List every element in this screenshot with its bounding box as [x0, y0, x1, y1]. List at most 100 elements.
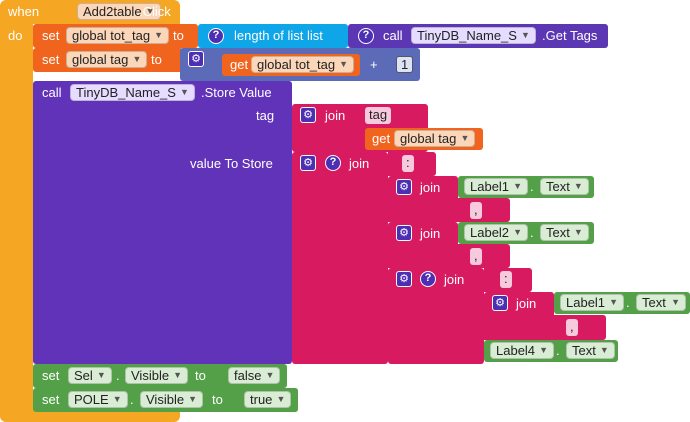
question-icon[interactable]: ? — [358, 28, 374, 44]
text-prop-dropdown[interactable]: Text ▼ — [566, 342, 615, 359]
tinydb-dropdown[interactable]: TinyDB_Name_S ▼ — [70, 84, 195, 101]
comma-literal[interactable]: , — [470, 202, 482, 219]
label2-name: Label2 — [470, 225, 510, 240]
false-dropdown[interactable]: false ▼ — [228, 367, 281, 384]
label1-dropdown[interactable]: Label1 ▼ — [560, 294, 625, 311]
get-var-label: global tot_tag — [257, 57, 336, 72]
number-field[interactable]: 1 — [396, 56, 414, 73]
label4-dropdown[interactable]: Label4 ▼ — [490, 342, 555, 359]
tinydb-label: TinyDB_Name_S — [76, 85, 176, 100]
join-label: join — [420, 226, 441, 241]
global-tag-dropdown[interactable]: global tag ▼ — [394, 130, 476, 147]
dot-label: . — [530, 225, 534, 240]
dropdown-arrow-icon: ▼ — [539, 345, 549, 355]
set-label: set — [42, 368, 60, 383]
join-label: join — [420, 180, 441, 195]
text-prop-dropdown[interactable]: Text ▼ — [636, 294, 686, 311]
tot-tag-var-label: global tot_tag — [72, 28, 151, 43]
tinydb-label: TinyDB_Name_S — [417, 28, 517, 43]
length-of-list-label: length of list list — [234, 28, 323, 43]
join-label2-comma-row — [388, 244, 510, 268]
label1-dropdown[interactable]: Label1 ▼ — [464, 178, 529, 195]
event-component-dropdown[interactable]: Add2table ▼ — [77, 3, 161, 20]
dot-label: . — [130, 392, 134, 407]
tag-var-label: global tag — [72, 52, 129, 67]
store-value-block[interactable] — [33, 81, 292, 364]
tag-text-literal[interactable]: tag — [365, 107, 392, 124]
true-dropdown[interactable]: true ▼ — [244, 391, 292, 408]
global-tag-label: global tag — [400, 131, 457, 146]
gear-icon[interactable]: ⚙ — [396, 271, 412, 287]
question-icon[interactable]: ? — [420, 271, 436, 287]
question-icon[interactable]: ? — [208, 28, 224, 44]
sel-component-label: Sel — [74, 368, 93, 383]
comma-literal[interactable]: , — [566, 319, 578, 336]
label1-name: Label1 — [566, 295, 606, 310]
false-label: false — [234, 368, 262, 383]
dropdown-arrow-icon: ▼ — [460, 133, 470, 143]
plus-operator: + — [370, 57, 378, 72]
event-name-label: .Click — [139, 4, 171, 19]
to-label: to — [151, 52, 162, 67]
set-label: set — [42, 392, 60, 407]
dot-label: . — [116, 368, 120, 383]
text-prop-dropdown[interactable]: Text ▼ — [540, 178, 589, 195]
gear-icon[interactable]: ⚙ — [188, 51, 204, 67]
text-prop-label: Text — [546, 179, 570, 194]
get-tags-method-label: .Get Tags — [542, 28, 598, 43]
text-prop-label: Text — [642, 295, 666, 310]
join-label: join — [349, 156, 370, 171]
dropdown-arrow-icon: ▼ — [265, 370, 275, 380]
dropdown-arrow-icon: ▼ — [609, 297, 619, 307]
dropdown-arrow-icon: ▼ — [154, 30, 164, 40]
gear-icon[interactable]: ⚙ — [396, 179, 412, 195]
question-icon[interactable]: ? — [325, 155, 341, 171]
value-join-block[interactable] — [292, 152, 388, 364]
dropdown-arrow-icon: ▼ — [145, 6, 155, 16]
join-label: join — [516, 296, 537, 311]
dropdown-arrow-icon: ▼ — [671, 297, 680, 307]
gear-icon[interactable]: ⚙ — [492, 295, 508, 311]
gear-icon[interactable]: ⚙ — [396, 225, 412, 241]
tinydb-dropdown[interactable]: TinyDB_Name_S ▼ — [411, 27, 536, 44]
tot-tag-var-dropdown[interactable]: global tot_tag ▼ — [66, 27, 170, 44]
sel-component-dropdown[interactable]: Sel ▼ — [68, 367, 112, 384]
text-prop-label: Text — [572, 343, 596, 358]
dot-label: . — [556, 343, 560, 358]
to-label: to — [212, 392, 223, 407]
pole-component-dropdown[interactable]: POLE ▼ — [68, 391, 128, 408]
set-label: set — [42, 28, 60, 43]
to-label: to — [195, 368, 206, 383]
visible-prop-dropdown[interactable]: Visible ▼ — [125, 367, 189, 384]
value-to-store-label: value To Store — [190, 156, 273, 171]
tag-var-dropdown[interactable]: global tag ▼ — [66, 51, 148, 68]
event-component-label: Add2table — [83, 4, 142, 19]
text-prop-label: Text — [546, 225, 570, 240]
dropdown-arrow-icon: ▼ — [573, 227, 583, 237]
join-label: join — [325, 108, 346, 123]
gear-icon[interactable]: ⚙ — [300, 107, 316, 123]
dropdown-arrow-icon: ▼ — [276, 394, 286, 404]
dropdown-arrow-icon: ▼ — [513, 181, 523, 191]
get-label: get — [230, 57, 249, 72]
visible-prop-dropdown[interactable]: Visible ▼ — [140, 391, 204, 408]
dropdown-arrow-icon: ▼ — [573, 181, 583, 191]
dropdown-arrow-icon: ▼ — [180, 87, 189, 97]
comma-literal[interactable]: , — [470, 248, 482, 265]
gear-icon[interactable]: ⚙ — [300, 155, 316, 171]
set-label: set — [42, 52, 60, 67]
separator-literal[interactable]: : — [402, 155, 414, 172]
get-label: get — [372, 131, 391, 146]
get-var-dropdown[interactable]: global tot_tag ▼ — [251, 56, 355, 73]
separator-literal[interactable]: : — [500, 271, 512, 288]
dropdown-arrow-icon: ▼ — [599, 345, 609, 355]
visible-prop-label: Visible — [131, 368, 170, 383]
dropdown-arrow-icon: ▼ — [96, 370, 106, 380]
label2-dropdown[interactable]: Label2 ▼ — [464, 224, 529, 241]
text-prop-dropdown[interactable]: Text ▼ — [540, 224, 589, 241]
tag-text-value: tag — [369, 107, 388, 122]
dropdown-arrow-icon: ▼ — [339, 59, 349, 69]
pole-component-label: POLE — [74, 392, 109, 407]
join-label: join — [444, 272, 465, 287]
to-label: to — [173, 28, 184, 43]
